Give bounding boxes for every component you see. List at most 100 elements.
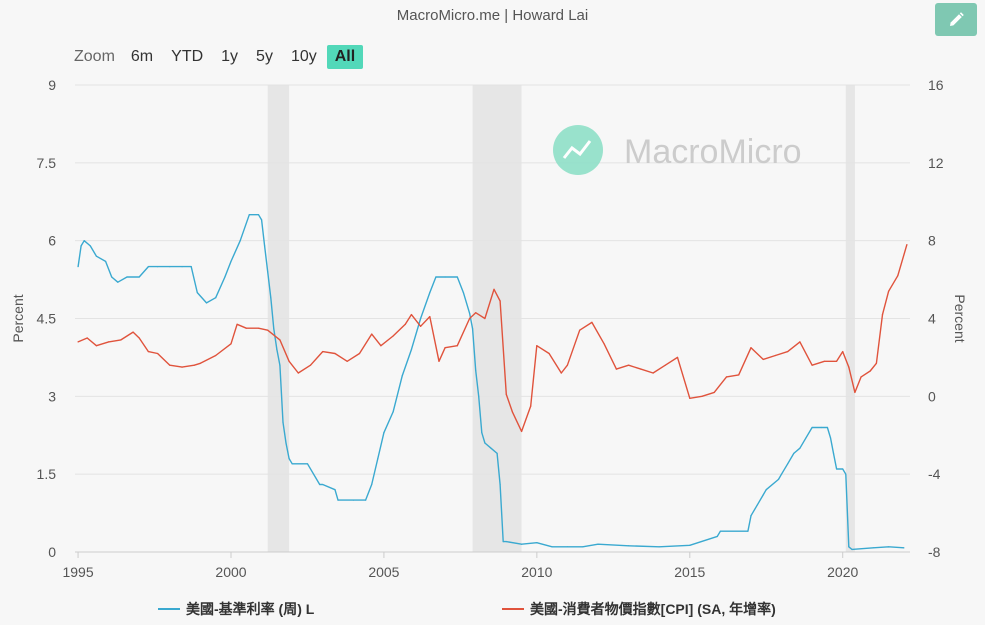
series-0-point [496,452,498,455]
series-0-point [392,411,394,413]
series-1-point [848,366,850,368]
series-0-point [337,499,339,501]
series-0-point [352,499,354,501]
left-tick-label: 4.5 [37,311,57,327]
series-1-point [676,356,679,359]
series-1-point [664,364,666,366]
series-0-point [765,489,767,491]
left-axis-title: Percent [10,294,26,342]
series-0-point [80,245,82,247]
series-0-point [83,240,85,242]
series-1-point [456,345,458,347]
series-1-point [799,341,801,343]
series-1-point [787,350,789,353]
series-0-point [196,291,198,294]
legend: 美國-基準利率 (周) L 美國-消費者物價指數[CPI] (SA, 年增率) [158,601,776,617]
zoom-all-button[interactable]: All [326,45,364,69]
series-0-point [260,219,263,221]
series-0-point [264,245,266,247]
series-0-point [566,546,569,548]
series-1-point [147,350,150,353]
macromicro-logo-icon [553,125,603,175]
edit-button[interactable] [935,3,977,36]
right-tick-label: 12 [928,155,944,171]
zoom-bar: Zoom 6m YTD 1y 5y 10y All [74,43,365,71]
series-1-point [297,372,299,374]
x-tick-label: 2020 [827,564,858,580]
series-0-point [628,545,630,547]
left-tick-label: 3 [48,388,56,404]
series-1-point [438,360,440,362]
series-0-point [832,452,835,455]
series-0-point [490,447,492,449]
zoom-1y-button[interactable]: 1y [213,45,246,69]
series-1-point [701,395,703,397]
series-1-point [358,352,361,355]
series-0-point [551,546,553,548]
series-1-point [230,343,232,345]
series-0-point [291,463,293,465]
series-1-point [380,345,382,347]
zoom-5y-button[interactable]: 5y [248,45,281,69]
series-1-point [774,354,777,357]
series-line-1 [77,244,908,433]
series-0-point [248,214,250,216]
series-0-point [762,494,764,496]
series-0-point [505,541,507,543]
series-1-point [322,350,324,353]
left-tick-label: 7.5 [37,155,57,171]
series-0-point [156,266,159,268]
series-1-point [245,327,247,329]
series-1-point [875,362,877,364]
zoom-10y-button[interactable]: 10y [283,45,325,69]
series-0-point [420,317,422,320]
left-tick-label: 9 [48,77,56,93]
recession-band [845,85,855,552]
series-0-point [104,260,107,263]
series-1-point [108,341,110,343]
series-0-point [147,266,150,268]
series-0-point [872,547,874,549]
series-1-point [429,315,431,318]
series-1-point [887,290,890,292]
series-1-point [835,360,838,362]
series-0-point [126,276,128,278]
x-tick-label: 2005 [368,564,399,580]
axes: 0 1.5 3 4.5 6 7.5 9 -8 -4 0 4 8 12 16 1995 2000 2005 2010… [10,77,968,580]
series-0-point [435,276,437,278]
series-1-point [77,341,79,343]
series-0-point [429,291,431,294]
series-1-point [566,364,569,366]
zoom-ytd-button[interactable]: YTD [163,45,211,69]
series-1-point [725,376,728,378]
series-0-point [887,546,890,548]
right-axis-title: Percent [952,294,968,342]
series-0-point [462,291,465,294]
series-1-point [236,323,238,325]
series-0-point [224,276,226,278]
series-0-point [777,478,780,480]
series-1-point [750,347,752,349]
series-0-point [475,369,477,371]
series-0-point [77,266,79,268]
series-1-point [132,331,134,333]
series-0-point [719,530,721,532]
x-tick-label: 2010 [521,564,552,580]
series-0-point [658,546,660,548]
series-1-point [193,364,195,366]
series-0-point [484,442,486,444]
series-1-point [138,337,140,339]
series-0-point [793,452,795,455]
recession-band [472,85,522,552]
series-0-point [851,548,853,551]
right-tick-label: 4 [928,311,936,327]
series-0-point [95,255,98,257]
series-0-point [820,426,822,429]
series-1-point [392,335,394,337]
zoom-6m-button[interactable]: 6m [123,45,161,69]
series-0-point [334,489,336,491]
series-0-point [383,432,385,434]
series-0-point [377,458,379,460]
series-0-point [138,276,140,278]
series-0-point [230,260,232,263]
